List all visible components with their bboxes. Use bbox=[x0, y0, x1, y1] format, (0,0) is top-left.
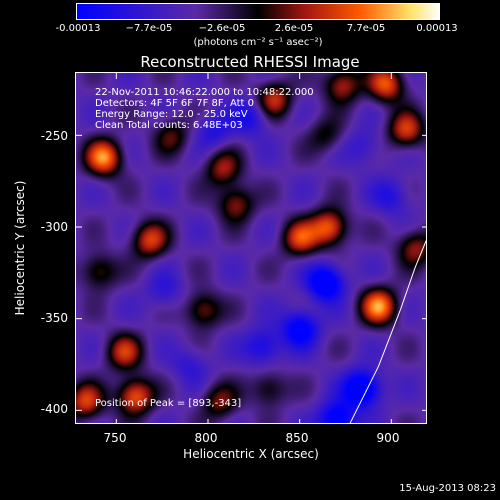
colorbar-unit: (photons cm⁻² s⁻¹ asec⁻²) bbox=[193, 37, 323, 48]
colorbar-gradient bbox=[76, 3, 440, 20]
clean-counts: Clean Total counts: 6.48E+03 bbox=[95, 120, 243, 131]
y-tick-label: -300 bbox=[40, 220, 68, 234]
colorbar-tick: -0.00013 bbox=[55, 23, 101, 34]
colorbar bbox=[76, 3, 440, 20]
y-tick-label: -400 bbox=[40, 402, 68, 416]
y-tick-label: -350 bbox=[40, 311, 68, 325]
y-axis-label: Heliocentric Y (arcsec) bbox=[13, 180, 27, 316]
peak-position: Position of Peak = [893,-343] bbox=[95, 398, 242, 409]
y-tick-label: -250 bbox=[40, 129, 68, 143]
heatmap-image bbox=[76, 73, 426, 423]
x-tick-label: 850 bbox=[285, 431, 309, 445]
x-axis-label: Heliocentric X (arcsec) bbox=[183, 447, 319, 461]
colorbar-tick: 0.00013 bbox=[416, 23, 458, 34]
x-tick-label: 900 bbox=[376, 431, 400, 445]
obs-time: 22-Nov-2011 10:46:22.000 to 10:48:22.000 bbox=[95, 87, 314, 98]
colorbar-tick: −2.6e-05 bbox=[198, 23, 246, 34]
energy-range: Energy Range: 12.0 - 25.0 keV bbox=[95, 109, 248, 120]
chart-title: Reconstructed RHESSI Image bbox=[140, 53, 360, 71]
colorbar-tick: 7.7e-05 bbox=[346, 23, 386, 34]
solar-limb-line bbox=[349, 239, 426, 423]
colorbar-tick: −7.7e-05 bbox=[125, 23, 173, 34]
plot-area bbox=[75, 72, 427, 424]
detectors-info: Detectors: 4F 5F 6F 7F 8F, Att 0 bbox=[95, 98, 255, 109]
x-tick-label: 750 bbox=[103, 431, 127, 445]
x-tick-label: 800 bbox=[194, 431, 218, 445]
colorbar-tick: 2.6e-05 bbox=[274, 23, 314, 34]
plot-overlay bbox=[76, 73, 426, 423]
timestamp-footer: 15-Aug-2013 08:23 bbox=[399, 483, 496, 494]
